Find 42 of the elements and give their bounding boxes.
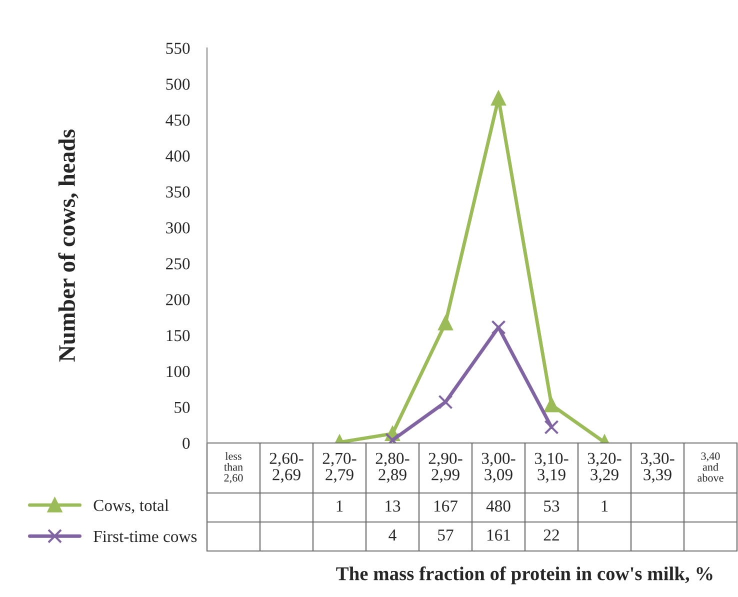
point — [491, 90, 506, 106]
y-tick-label: 350 — [166, 186, 190, 198]
y-tick-label: 300 — [166, 222, 190, 234]
data-label: 161 — [487, 529, 510, 541]
data-label: 1 — [602, 500, 608, 512]
point — [491, 320, 506, 335]
x-axis-title: The mass fraction of protein in cow's milk, % — [336, 566, 712, 584]
y-tick-label: 550 — [166, 42, 190, 54]
point — [544, 420, 559, 434]
y-tick-label: 250 — [166, 258, 190, 270]
y-tick-label: 150 — [166, 330, 190, 342]
y-tick-label: 50 — [174, 402, 190, 414]
data-label: 1 — [336, 500, 343, 512]
data-label: 22 — [544, 529, 559, 541]
data-label: 480 — [486, 500, 510, 512]
point — [438, 316, 453, 330]
y-tick-label: 100 — [166, 366, 190, 378]
y-tick-label: 500 — [166, 78, 190, 90]
x-tick-label: 3,30-3,39 — [640, 452, 674, 483]
legend-label: Cows, total — [94, 499, 169, 514]
data-label: 57 — [438, 530, 454, 541]
y-tick-label: 200 — [166, 294, 190, 306]
x-tick-label: less than 2,60 — [224, 452, 243, 484]
x-tick-label: 3,40 and above — [698, 452, 724, 482]
x-tick-label: 2,80-2,89 — [376, 452, 410, 483]
x-tick-label: 2,70-2,79 — [322, 452, 356, 483]
x-tick-label: 2,90-2,99 — [428, 452, 462, 483]
y-axis-title: Number of cows, heads — [58, 130, 78, 362]
x-tick-label: 3,20-3,29 — [588, 452, 622, 483]
point — [544, 398, 559, 412]
x-tick-label: 3,10-3,19 — [534, 452, 568, 483]
y-tick-label: 0 — [182, 438, 190, 449]
legend-label: First-time cows — [94, 530, 197, 542]
x-tick-label: 2,60-2,69 — [270, 452, 304, 483]
data-label: 53 — [544, 500, 560, 512]
x-tick-label: 3,00-3,09 — [482, 452, 516, 483]
data-label: 13 — [386, 500, 400, 512]
point — [438, 394, 453, 410]
y-tick-label: 450 — [166, 114, 190, 126]
y-tick-label: 400 — [166, 150, 190, 162]
data-label: 4 — [388, 530, 396, 541]
data-label: 167 — [434, 500, 458, 512]
